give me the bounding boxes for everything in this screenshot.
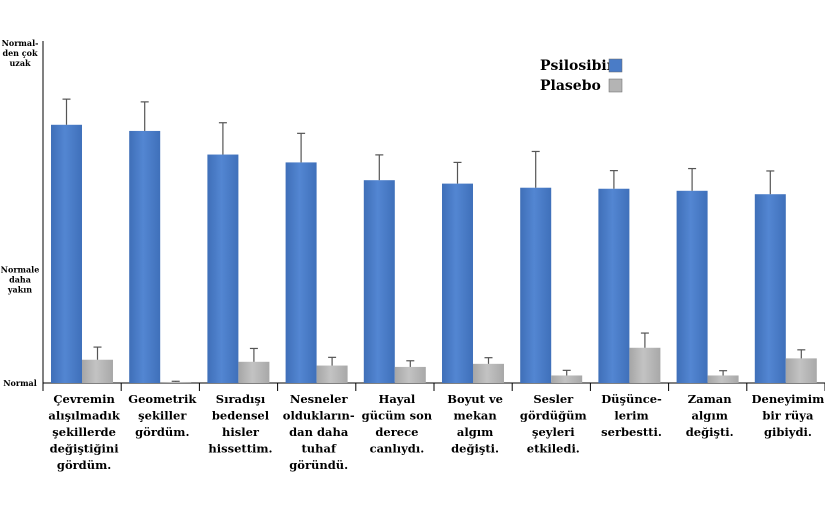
x-tick-label: Geometrik	[128, 392, 197, 406]
y-tick-label: Normal	[3, 378, 37, 388]
x-tick-label: hissettim.	[208, 442, 272, 456]
x-tick-label: gücüm son	[362, 409, 433, 423]
x-tick-label: bedensel	[212, 409, 270, 423]
x-tick-label: gördüm.	[135, 425, 189, 439]
x-tick-label: şeyleri	[532, 425, 575, 439]
x-tick-label: bir rüya	[762, 409, 814, 423]
legend: Psilosibin Plasebo	[540, 58, 623, 94]
x-tick-label: hisler	[222, 425, 260, 439]
x-tick-label: etkiledi.	[527, 442, 580, 456]
x-tick-label: değiştiğini	[50, 442, 120, 456]
x-tick-label: Deneyimim	[752, 392, 825, 406]
bar-psilosibin	[676, 190, 708, 383]
y-tick-label: den çok	[2, 48, 37, 58]
x-tick-label: dan daha	[289, 425, 349, 439]
bar-plasebo	[238, 361, 270, 383]
x-tick-label: Sıradışı	[216, 392, 266, 406]
x-tick-label: göründü.	[289, 458, 348, 472]
x-tick-label: lerim	[614, 409, 648, 423]
bar-psilosibin	[754, 194, 786, 383]
x-tick-label: gördüğüm	[520, 409, 587, 423]
x-tick-label: oldukların-	[283, 409, 355, 423]
x-tick-label: Sesler	[533, 392, 574, 406]
bar-psilosibin	[207, 154, 239, 383]
bar-plasebo	[707, 375, 739, 383]
x-tick-label: değişti.	[686, 425, 734, 439]
x-tick-label: gibiydi.	[764, 425, 812, 439]
x-tick-label: canlıydı.	[370, 442, 425, 456]
bar-plasebo	[551, 375, 583, 383]
bar-plasebo	[82, 359, 113, 383]
x-tick-label: Zaman	[688, 392, 732, 406]
bar-plasebo	[785, 358, 817, 383]
x-tick-label: derece	[375, 425, 418, 439]
legend-swatch	[608, 58, 623, 73]
y-tick-label: uzak	[9, 58, 31, 68]
bar-psilosibin	[442, 183, 473, 383]
legend-label: Plasebo	[540, 78, 601, 94]
legend-label: Psilosibin	[540, 58, 617, 74]
x-tick-label: Hayal	[378, 392, 415, 406]
x-tick-label: Boyut ve	[447, 392, 503, 406]
x-tick-label: Nesneler	[290, 392, 349, 406]
x-tick-label: alışılmadık	[48, 409, 120, 423]
legend-swatch	[608, 78, 623, 93]
x-tick-label: Çevremin	[53, 392, 115, 406]
y-tick-label: yakın	[7, 284, 32, 294]
x-tick-label: gördüm.	[57, 458, 111, 472]
bar-psilosibin	[520, 187, 552, 383]
y-tick-label: Normal-	[2, 38, 39, 48]
bar-psilosibin	[51, 124, 82, 383]
x-tick-label: tuhaf	[301, 442, 336, 456]
x-tick-label: Düşünce-	[601, 392, 662, 406]
x-tick-label: serbestti.	[601, 425, 662, 439]
x-tick-label: mekan	[453, 409, 497, 423]
bar-plasebo	[160, 381, 192, 383]
bar-plasebo	[629, 347, 661, 383]
x-tick-label: şekiller	[138, 409, 187, 423]
bar-psilosibin	[598, 188, 630, 383]
bar-psilosibin	[363, 180, 395, 383]
bars	[51, 98, 817, 383]
x-tick-label: şekillerde	[52, 425, 116, 439]
bar-plasebo	[316, 365, 348, 383]
bar-plasebo	[473, 363, 504, 383]
x-tick-label: değişti.	[451, 442, 499, 456]
y-tick-label: daha	[9, 274, 31, 284]
bar-plasebo	[394, 366, 426, 383]
axes	[42, 41, 825, 391]
bar-psilosibin	[285, 162, 317, 383]
x-tick-label: algım	[457, 425, 493, 439]
x-tick-label: algım	[691, 409, 727, 423]
y-tick-label: Normale	[1, 264, 40, 274]
bar-psilosibin	[129, 130, 161, 383]
